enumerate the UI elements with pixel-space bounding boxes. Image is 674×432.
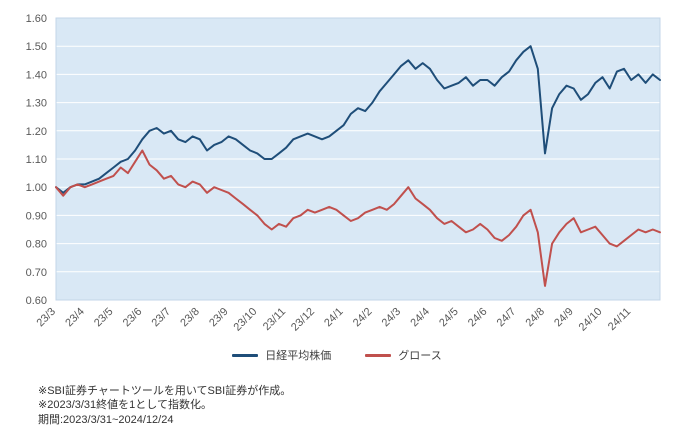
x-tick-label: 23/5 (92, 306, 116, 330)
chart-area: 0.60 0.70 0.80 0.90 1.00 1.10 1.20 1.30 1.40 1.50… (0, 13, 674, 363)
x-tick-label: 24/5 (437, 306, 461, 330)
x-tick-label: 23/8 (178, 306, 202, 330)
y-tick-label: 0.90 (26, 210, 47, 222)
x-tick-label: 23/9 (207, 306, 231, 330)
y-tick-label: 1.10 (26, 154, 47, 166)
footnote-indexing: ※2023/3/31終値を1として指数化。 (38, 399, 212, 412)
x-tick-label: 23/10 (231, 306, 259, 334)
legend-label: 日経平均株価 (265, 350, 332, 362)
x-tick-label: 24/3 (380, 306, 404, 330)
legend-item: グロース (365, 347, 442, 363)
series-line-0 (55, 45, 661, 194)
y-tick-label: 1.00 (26, 182, 47, 194)
legend-item: 日経平均株価 (232, 347, 331, 363)
x-tick-label: 24/11 (606, 306, 633, 333)
x-tick-label: 23/4 (63, 306, 87, 330)
plot-border (55, 17, 661, 301)
chart-footnotes: ※SBI証券チャートツールを用いてSBI証券が作成。 ※2023/3/31終値を… (38, 384, 291, 427)
x-tick-label: 23/11 (261, 306, 288, 333)
x-tick-label: 23/7 (149, 306, 173, 330)
y-tick-label: 0.70 (26, 267, 47, 279)
y-tick-label: 1.40 (26, 69, 47, 81)
footnote-period: 期間:2023/3/31~2024/12/24 (38, 413, 174, 426)
x-tick-label: 24/8 (523, 306, 547, 330)
x-tick-label: 24/2 (351, 306, 375, 330)
x-tick-label: 24/1 (322, 306, 346, 330)
chart-legend: 日経平均株価 グロース (0, 347, 674, 363)
legend-label: グロース (398, 350, 442, 362)
legend-swatch (232, 353, 259, 357)
y-tick-label: 1.60 (26, 13, 47, 25)
x-tick-label: 23/6 (121, 306, 145, 330)
y-tick-label: 1.50 (26, 41, 47, 53)
legend-swatch (365, 353, 392, 357)
x-tick-label: 24/10 (577, 306, 605, 334)
x-tick-label: 24/9 (552, 306, 576, 330)
x-tick-label: 24/6 (466, 306, 490, 330)
y-tick-label: 1.20 (26, 126, 47, 138)
series-line-1 (55, 149, 661, 287)
y-tick-label: 0.80 (26, 239, 47, 251)
y-tick-label: 0.60 (26, 295, 47, 307)
y-tick-label: 1.30 (26, 98, 47, 110)
line-chart: 0.60 0.70 0.80 0.90 1.00 1.10 1.20 1.30 1.40 1.50… (26, 13, 661, 334)
x-tick-label: 23/12 (289, 306, 317, 334)
footnote-source: ※SBI証券チャートツールを用いてSBI証券が作成。 (38, 385, 292, 397)
x-tick-label: 24/7 (495, 306, 519, 330)
x-tick-label: 24/4 (408, 306, 432, 330)
x-tick-label: 23/3 (34, 306, 58, 330)
